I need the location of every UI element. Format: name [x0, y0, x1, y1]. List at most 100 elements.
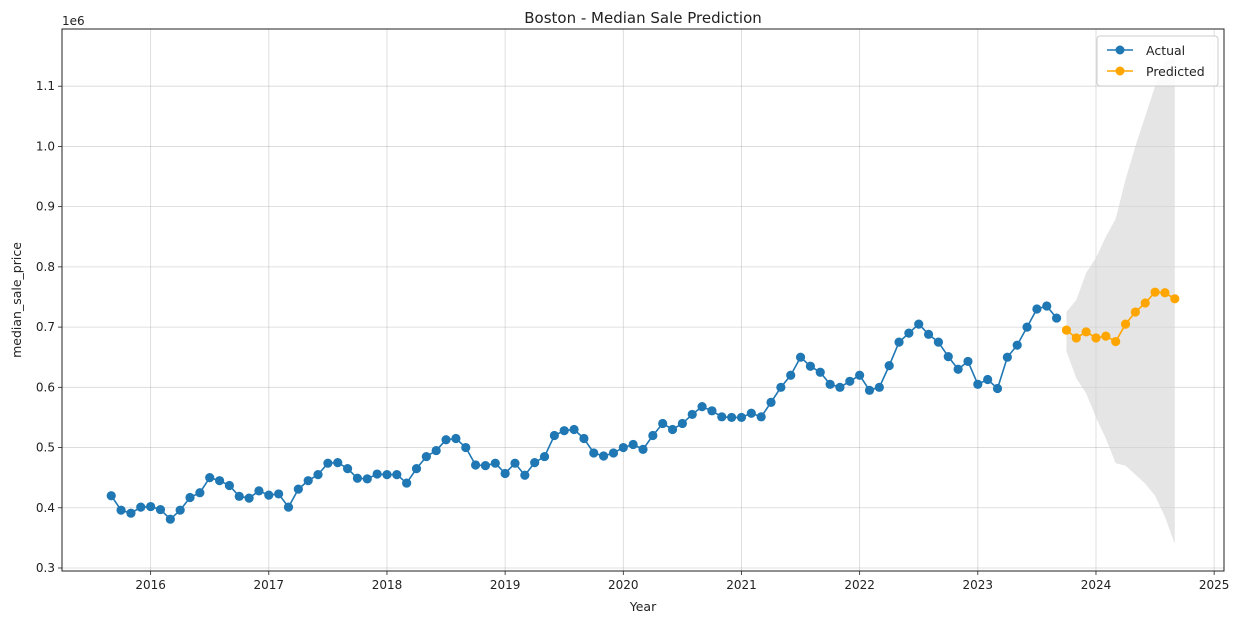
actual-point — [451, 433, 461, 444]
actual-point — [254, 486, 264, 496]
actual-point — [431, 445, 441, 456]
actual-point — [825, 379, 835, 389]
x-tick-label: 2019 — [490, 578, 521, 592]
actual-point — [146, 501, 156, 512]
actual-point — [756, 412, 766, 422]
predicted-point — [1140, 298, 1150, 308]
actual-point — [116, 505, 126, 515]
actual-point — [1032, 304, 1042, 314]
actual-point — [953, 364, 963, 374]
actual-point — [697, 401, 707, 412]
actual-point — [746, 408, 756, 418]
x-axis-ticks: 2016 2017 2018 2019 2020 2021 2022 2023 2024 2025 — [135, 571, 1229, 592]
prediction-interval — [1066, 56, 1175, 544]
y-tick-label: 0.5 — [36, 441, 55, 455]
actual-point — [510, 458, 520, 468]
actual-point — [392, 470, 402, 480]
actual-point — [973, 379, 983, 389]
legend-box — [1096, 35, 1219, 87]
grid — [62, 29, 1224, 571]
actual-point — [628, 439, 638, 450]
legend-actual-label: Actual — [1146, 43, 1185, 58]
actual-point — [727, 412, 737, 423]
actual-point — [303, 476, 313, 486]
actual-point — [874, 382, 884, 392]
actual-point — [382, 470, 392, 480]
actual-point — [589, 448, 599, 458]
x-tick-label: 2020 — [608, 578, 639, 592]
predicted-point — [1101, 331, 1111, 341]
actual-point — [795, 352, 806, 362]
actual-point — [136, 502, 146, 512]
actual-point — [904, 328, 914, 338]
predicted-point — [1120, 319, 1131, 329]
y-axis-ticks: 0.3 0.4 0.5 0.6 0.7 0.8 0.9 1.0 1.1 — [36, 79, 62, 575]
legend-actual-marker — [1115, 45, 1125, 55]
actual-point — [599, 451, 609, 461]
actual-point — [766, 397, 776, 407]
x-tick-label: 2021 — [726, 578, 757, 592]
legend-predicted-label: Predicted — [1146, 64, 1205, 79]
actual-point — [539, 451, 550, 462]
chart-title: Boston - Median Sale Prediction — [524, 9, 762, 27]
actual-point — [480, 461, 491, 471]
predicted-point — [1150, 287, 1160, 297]
actual-point — [402, 478, 412, 488]
actual-point — [805, 361, 816, 371]
x-tick-label: 2018 — [372, 578, 403, 592]
actual-point — [1012, 340, 1022, 350]
actual-point — [638, 444, 648, 454]
predicted-point — [1071, 333, 1081, 343]
actual-point — [736, 412, 747, 423]
actual-point — [362, 474, 372, 484]
actual-point — [667, 424, 678, 435]
actual-point — [244, 493, 254, 503]
y-tick-label: 0.9 — [36, 200, 55, 214]
actual-point — [175, 505, 185, 515]
actual-point — [658, 418, 668, 429]
actual-point — [421, 451, 431, 462]
actual-point — [274, 489, 284, 499]
y-tick-label: 0.6 — [36, 380, 55, 394]
actual-point — [677, 418, 687, 429]
actual-point — [372, 469, 382, 479]
y-tick-label: 1.0 — [36, 139, 55, 153]
actual-point — [411, 464, 422, 474]
actual-point — [559, 426, 569, 436]
x-tick-label: 2025 — [1199, 578, 1230, 592]
predicted-point — [1061, 325, 1072, 335]
actual-point — [923, 329, 934, 339]
actual-point — [205, 473, 215, 483]
actual-point — [648, 430, 658, 441]
actual-point — [983, 374, 993, 385]
actual-point — [155, 504, 166, 515]
actual-point — [1042, 301, 1052, 311]
actual-point — [707, 406, 717, 416]
actual-point — [855, 370, 865, 380]
y-tick-label: 0.7 — [36, 320, 55, 334]
actual-point — [835, 382, 845, 392]
actual-point — [884, 361, 894, 371]
prediction-interval-band — [1066, 56, 1175, 544]
actual-point — [864, 385, 875, 395]
actual-point — [490, 458, 500, 468]
actual-point — [579, 433, 589, 444]
actual-point — [786, 370, 796, 380]
actual-point — [165, 514, 175, 524]
actual-point — [352, 473, 363, 483]
x-axis-label: Year — [629, 599, 657, 614]
plot-frame — [61, 28, 1225, 572]
x-tick-label: 2023 — [963, 578, 994, 592]
x-tick-label: 2017 — [254, 578, 285, 592]
x-tick-label: 2016 — [135, 578, 166, 592]
actual-point — [717, 412, 727, 422]
y-axis-label: median_sale_price — [9, 242, 24, 358]
actual-point — [470, 460, 481, 470]
actual-point — [126, 508, 136, 518]
y-tick-label: 0.4 — [36, 501, 55, 515]
actual-point — [333, 458, 343, 468]
actual-point — [283, 502, 294, 512]
actual-point — [313, 470, 323, 480]
actual-point — [894, 337, 904, 347]
